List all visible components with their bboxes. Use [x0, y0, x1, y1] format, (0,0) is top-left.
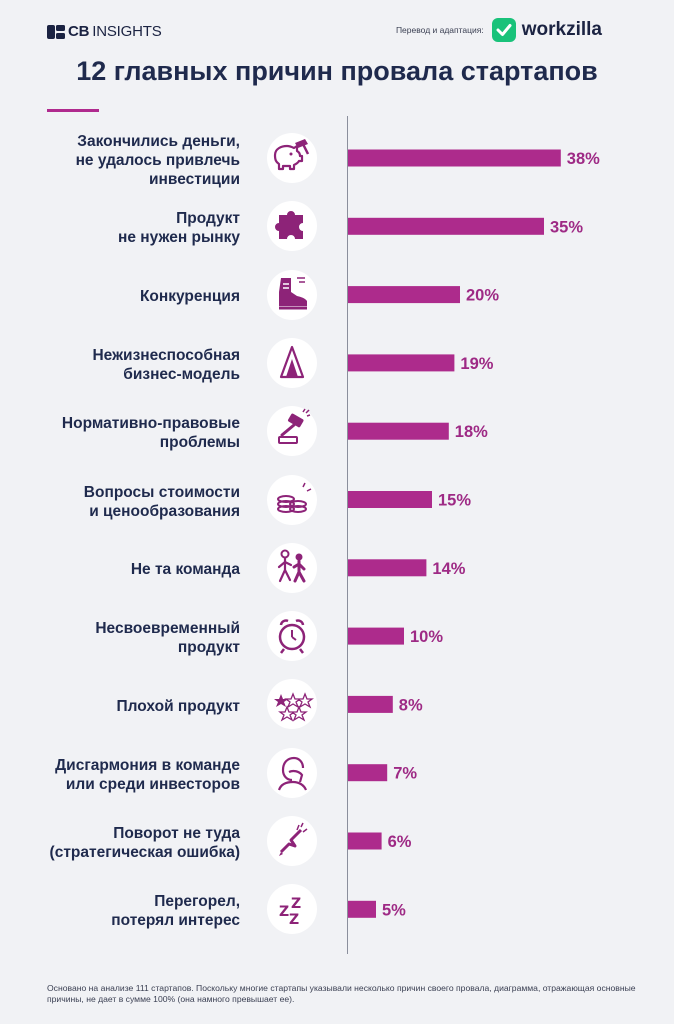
bar-12 [348, 900, 376, 918]
category-label-line: Поворот не туда [113, 825, 240, 842]
card-house-icon [267, 337, 317, 388]
bar-8 [348, 627, 404, 645]
sneaker-icon [267, 269, 317, 320]
chart-axis-line [347, 116, 348, 954]
category-label-4: Нежизнеспособная бизнес-модель [0, 346, 240, 384]
bar-6 [348, 491, 432, 508]
cbinsights-logo: CB INSIGHTS [47, 23, 162, 40]
category-label-line: Вопросы стоимости [83, 483, 240, 501]
value-label-4: 19% [460, 355, 493, 373]
bar-9 [348, 695, 393, 713]
bar-2 [348, 217, 544, 235]
bar-7 [348, 559, 427, 577]
value-label-3: 20% [466, 287, 499, 305]
svg-text:Z: Z [289, 912, 299, 928]
star-rating-icon [267, 679, 317, 730]
workzilla-check-icon [491, 18, 516, 42]
piggy-bank-hammer-icon [267, 133, 317, 183]
workzilla-brand-text: workzilla [521, 19, 602, 40]
bar-1 [348, 149, 561, 167]
category-label-line: Плохой продукт [116, 697, 241, 715]
category-label-8: Несвоевременный продукт [0, 619, 240, 657]
category-label-2: Продукт не нужен рынку [0, 209, 240, 247]
category-label-line: продукт [177, 639, 240, 657]
workzilla-logo: workzilla [491, 18, 602, 42]
bar-3 [348, 286, 460, 304]
footnote: Основано на анализе 111 стартапов. Поско… [47, 983, 636, 1004]
alarm-clock-icon [267, 611, 317, 662]
category-label-3: Конкуренция [0, 287, 240, 306]
gavel-icon [267, 406, 317, 457]
value-label-11: 6% [388, 833, 412, 851]
logo-text: INSIGHTS [92, 23, 162, 40]
category-label-line: Несвоевременный [95, 620, 240, 638]
facepalm-person-icon [267, 747, 317, 798]
bar-11 [348, 832, 382, 850]
value-label-2: 35% [550, 218, 583, 236]
value-label-9: 8% [399, 696, 423, 714]
category-label-line: и ценообразования [89, 502, 240, 520]
value-label-1: 38% [567, 150, 600, 168]
logo-text-bold: CB [68, 23, 90, 40]
category-label-6: Вопросы стоимости и ценообразования [0, 483, 240, 521]
value-label-6: 15% [438, 492, 471, 510]
category-label-9: Плохой продукт [0, 697, 241, 716]
cbinsights-logo-icon [47, 24, 65, 39]
value-label-10: 7% [393, 765, 417, 783]
category-label-line: инвестиции [149, 170, 240, 188]
coin-stack-icon [267, 474, 317, 525]
credit-label: Перевод и адаптация: [395, 25, 484, 35]
category-label-line: потерял интерес [111, 912, 240, 930]
bar-4 [348, 354, 455, 372]
bar-10 [348, 764, 388, 782]
puzzle-piece-icon [267, 201, 317, 252]
category-label-line: Продукт [176, 210, 240, 228]
svg-text:Z: Z [279, 904, 289, 920]
walking-people-icon [267, 542, 317, 593]
value-label-7: 14% [432, 560, 465, 578]
category-label-line: Закончились деньги, [77, 132, 240, 150]
value-label-12: 5% [382, 901, 406, 919]
category-label-line: не удалось привлечь [75, 151, 240, 169]
category-label-line: Нежизнеспособная [92, 346, 240, 364]
translation-credit: Перевод и адаптация: workzilla [396, 18, 602, 42]
category-label-line: проблемы [159, 434, 240, 452]
category-label-line: (стратегическая ошибка) [49, 844, 240, 861]
category-label-line: не нужен рынку [118, 229, 240, 247]
title-underline [47, 109, 99, 112]
category-label-line: или среди инвесторов [65, 775, 240, 793]
category-label-1: Закончились деньги, не удалось привлечь ин… [0, 132, 240, 189]
category-label-line: Конкуренция [139, 288, 240, 306]
svg-text:Z: Z [291, 896, 301, 912]
category-label-7: Не та команда [0, 560, 240, 579]
category-label-line: Перегорел, [154, 893, 240, 911]
value-label-5: 18% [455, 423, 488, 441]
bar-5 [348, 422, 449, 440]
category-label-line: Дисгармония в команде [55, 756, 240, 774]
category-label-line: Нормативно-правовые [61, 415, 240, 433]
value-label-8: 10% [410, 628, 443, 646]
category-label-line: бизнес-модель [123, 365, 240, 383]
chart-title: 12 главных причин провала стартапов [76, 56, 598, 86]
category-label-5: Нормативно-правовые проблемы [0, 414, 240, 452]
category-label-11: Поворот не туда (стратегическая ошибка) [0, 824, 240, 862]
category-label-line: Не та команда [130, 561, 240, 579]
category-label-12: Перегорел, потерял интерес [0, 892, 240, 930]
category-label-10: Дисгармония в команде или среди инвесторо… [0, 756, 240, 794]
broken-arrow-icon [267, 816, 317, 866]
